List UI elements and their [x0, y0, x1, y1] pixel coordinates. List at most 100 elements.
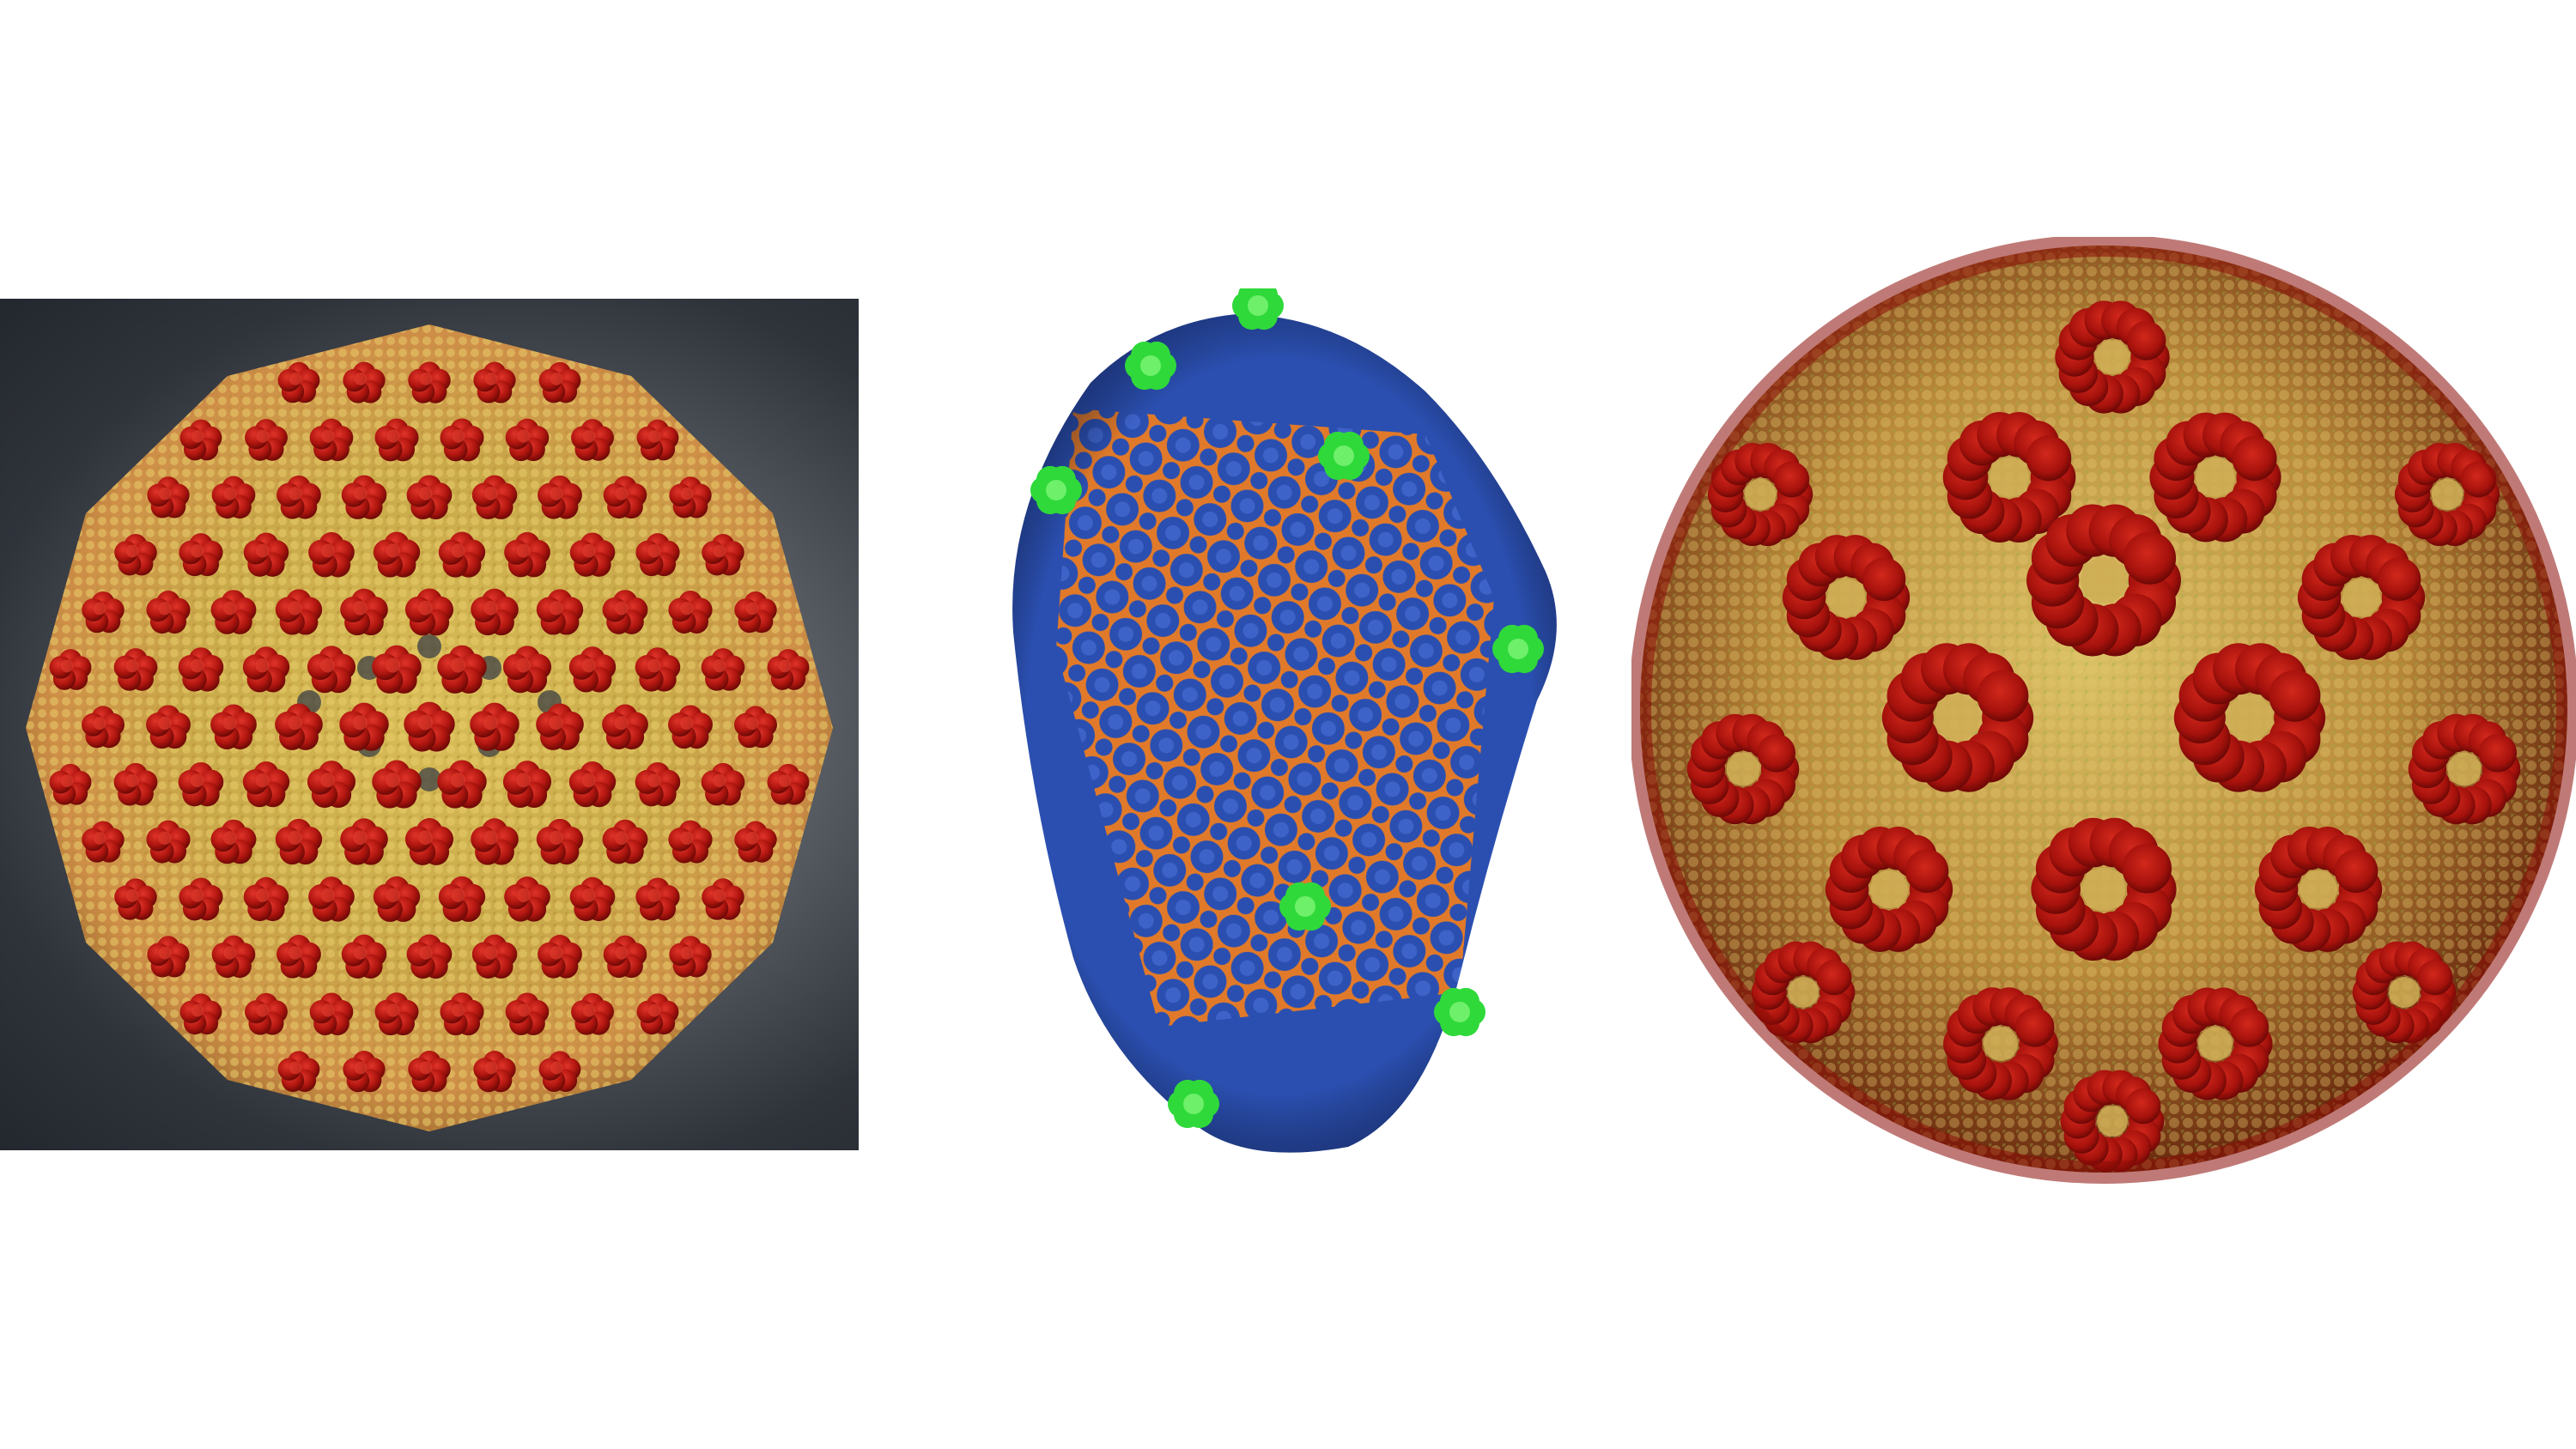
capsid-spike	[669, 476, 712, 518]
capsid-spike	[309, 418, 354, 462]
capsid-vertex	[1318, 431, 1370, 481]
capsid-spike	[536, 703, 584, 750]
capsid-spike	[504, 531, 550, 578]
capsid-spike	[440, 992, 484, 1036]
capsid-spike	[277, 361, 320, 403]
capsid-spike	[341, 475, 387, 519]
capsid-spike	[635, 877, 680, 921]
capsid-spike	[668, 591, 713, 634]
capsid-spike	[473, 1051, 516, 1093]
capsid-spike	[146, 705, 191, 749]
capsid-spike	[82, 706, 125, 749]
capsid-vertex	[1279, 882, 1331, 931]
capsid-spike	[701, 762, 745, 806]
capsomer	[1782, 535, 1911, 660]
capsid-spike	[767, 649, 810, 690]
capsomer	[2173, 643, 2326, 792]
capsid-spike	[569, 876, 616, 922]
capsid-spike	[373, 876, 421, 922]
capsid-spike	[147, 476, 190, 518]
capsid-spike	[374, 992, 419, 1036]
capsid-spike	[538, 935, 582, 979]
capsid-spike	[571, 419, 614, 461]
capsid-spike	[210, 819, 257, 864]
capsid-spike	[668, 705, 713, 749]
capsid-spike	[276, 935, 321, 979]
capsid-spike	[341, 934, 387, 979]
capsid-spike	[179, 877, 223, 921]
capsid-spike	[211, 935, 256, 979]
capsid-spike	[538, 1051, 581, 1092]
capsid-spike	[114, 533, 157, 576]
capsid-spike	[505, 418, 550, 462]
capsid-spike	[179, 419, 222, 461]
capsid-spike	[408, 361, 451, 403]
capsid-spike	[668, 820, 713, 864]
capsid-spike	[275, 703, 323, 750]
capsid-spike	[404, 818, 454, 865]
capsid-spike	[602, 704, 648, 750]
capsid-spike	[437, 645, 487, 694]
capsid-spike	[406, 475, 453, 520]
capsomer	[2055, 300, 2170, 414]
capsid-spike	[767, 763, 810, 805]
capsid-spike	[568, 761, 617, 808]
capsid-spike	[211, 476, 256, 519]
capsid-spike	[408, 1050, 451, 1093]
capsid-spike	[179, 533, 223, 577]
capsid-spike	[502, 646, 552, 694]
capsid-spike	[538, 475, 582, 519]
capsid-spike	[179, 993, 222, 1035]
capsomer	[1686, 713, 1800, 825]
capsomer	[1825, 827, 1953, 952]
capsid-vertex	[1168, 1079, 1219, 1129]
capsid-spike	[114, 878, 157, 920]
capsid-spike	[636, 419, 679, 461]
capsid-spike	[82, 591, 125, 634]
capsomer	[2254, 827, 2383, 952]
capsid-spike	[636, 993, 679, 1035]
capsid-spike	[505, 992, 550, 1035]
capsomer	[2149, 412, 2281, 543]
capsid-spike	[669, 936, 712, 978]
capsomer	[2060, 1070, 2165, 1173]
capsid-spike	[343, 1051, 386, 1093]
left-capsid-spikes	[49, 361, 810, 1093]
capsid-spike	[178, 647, 224, 692]
capsid-spike	[438, 876, 486, 922]
capsid-spike	[569, 532, 616, 577]
capsid-spike	[568, 646, 617, 693]
middle-capsid-render	[1012, 288, 1557, 1153]
middle-capsid-image	[979, 288, 1580, 1164]
capsid-spike	[243, 532, 289, 577]
capsid-spike	[340, 818, 388, 865]
capsid-spike	[603, 935, 647, 979]
capsid-spike	[602, 819, 648, 864]
left-capsid-image	[0, 299, 859, 1150]
capsid-spike	[603, 476, 647, 519]
right-capsid-capsomers	[1631, 237, 2576, 1184]
capsid-spike	[471, 588, 519, 636]
capsid-spike	[473, 361, 516, 403]
capsid-spike	[113, 648, 158, 691]
capsid-spike	[571, 992, 614, 1035]
capsid-spike	[440, 418, 484, 462]
capsid-spike	[504, 876, 550, 922]
capsid-spike	[701, 648, 745, 691]
capsid-spike	[734, 706, 777, 749]
capsid-spike	[277, 1051, 320, 1092]
capsomer	[1707, 442, 1814, 547]
capsid-spike	[372, 760, 422, 809]
capsid-vertex	[1434, 987, 1485, 1037]
capsomer	[2158, 987, 2273, 1100]
capsid-spike	[275, 818, 323, 865]
capsid-spike	[245, 992, 288, 1035]
capsid-spike	[307, 761, 356, 809]
right-capsid-render	[1631, 237, 2576, 1184]
capsid-spike	[373, 531, 421, 578]
capsid-spike	[702, 533, 744, 576]
capsid-spike	[307, 646, 356, 694]
capsid-spike	[437, 760, 487, 809]
capsid-spike	[147, 936, 190, 978]
capsid-spike	[438, 531, 486, 578]
